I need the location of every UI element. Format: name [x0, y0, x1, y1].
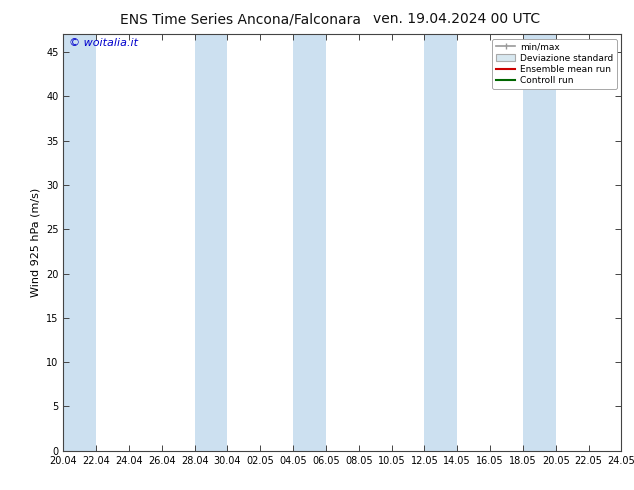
- Text: ven. 19.04.2024 00 UTC: ven. 19.04.2024 00 UTC: [373, 12, 540, 26]
- Y-axis label: Wind 925 hPa (m/s): Wind 925 hPa (m/s): [30, 188, 41, 297]
- Bar: [523, 34, 555, 451]
- Bar: [424, 34, 457, 451]
- Bar: [293, 34, 326, 451]
- Text: © woitalia.it: © woitalia.it: [69, 38, 138, 49]
- Bar: [63, 34, 96, 451]
- Bar: [195, 34, 228, 451]
- Legend: min/max, Deviazione standard, Ensemble mean run, Controll run: min/max, Deviazione standard, Ensemble m…: [492, 39, 617, 89]
- Text: ENS Time Series Ancona/Falconara: ENS Time Series Ancona/Falconara: [120, 12, 361, 26]
